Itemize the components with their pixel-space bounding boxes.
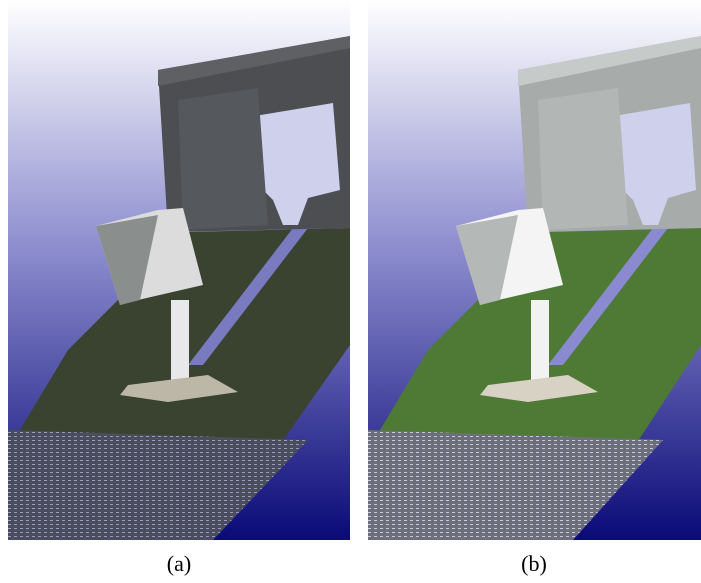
post: [531, 300, 549, 380]
panel-b: [368, 0, 701, 540]
garage-door: [178, 88, 268, 230]
caption: (b): [521, 551, 547, 576]
figure: (a) (b): [0, 0, 701, 583]
panel-a: [8, 0, 350, 540]
post: [171, 300, 189, 380]
caption: (a): [167, 551, 191, 576]
garage-door: [538, 88, 628, 230]
